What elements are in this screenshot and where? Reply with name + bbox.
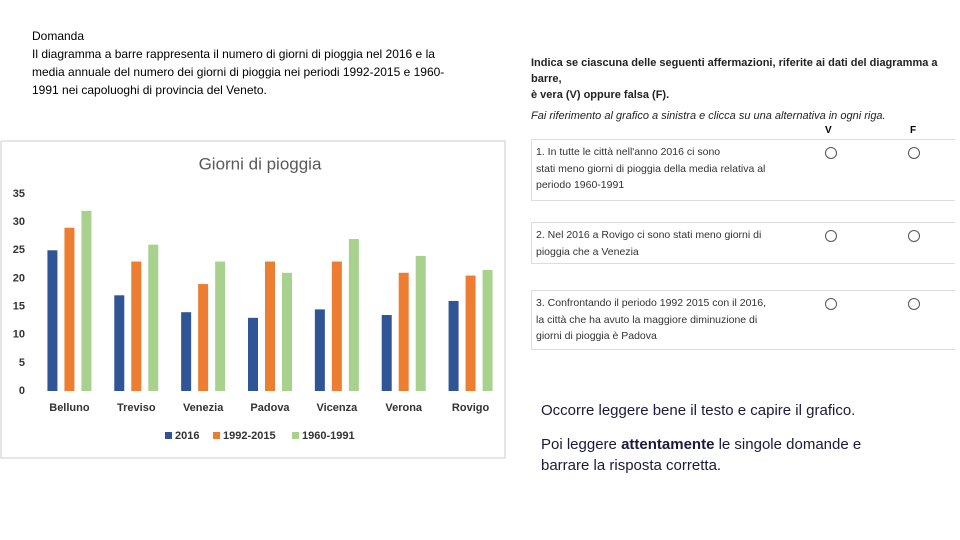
instruction-line: è vera (V) oppure falsa (F). [531,89,670,101]
radio-option[interactable] [908,147,920,159]
y-tick-label: 20 [13,272,25,284]
x-tick-label: Padova [250,402,290,414]
legend-swatch [292,432,299,439]
bar [64,227,75,391]
note: Occorre leggere bene il testo e capire i… [541,402,856,419]
x-tick-label: Verona [385,402,423,414]
question-line: 1. In tutte le città nell'anno 2016 ci s… [536,146,721,158]
radio-option[interactable] [825,230,837,242]
x-tick-label: Belluno [49,402,90,414]
bar [131,261,142,391]
y-tick-label: 25 [13,244,25,256]
bar [448,300,459,391]
legend-label: 2016 [175,430,199,442]
question-line: giorni di pioggia è Padova [536,330,657,342]
radio-option[interactable] [908,298,920,310]
y-tick-label: 5 [19,357,25,369]
bar [331,261,342,391]
legend-label: 1992-2015 [223,430,276,442]
quiz-header: Indica se ciascuna delle seguenti afferm… [531,55,956,122]
radio-option[interactable] [908,230,920,242]
bar [47,250,58,391]
column-v: V [825,125,832,136]
y-tick-label: 30 [13,216,25,228]
column-f: F [910,125,917,136]
x-tick-label: Treviso [117,402,156,414]
question-line: stati meno giorni di pioggia della media… [536,162,766,175]
bar [465,275,476,391]
bar [282,272,292,391]
bar [181,312,192,391]
question-text: 2. Nel 2016 a Rovigo ci sono stati meno … [536,227,761,260]
y-tick-label: 35 [13,188,25,200]
question-box: 1. In tutte le città nell'anno 2016 ci s… [531,139,955,201]
bar [114,295,125,391]
bar [215,261,226,391]
instruction-line: Indica se ciascuna delle seguenti afferm… [531,57,938,85]
bar [348,239,359,391]
header: Domanda Il diagramma a barre rappresenta… [32,27,444,99]
header-title: Domanda [32,29,85,43]
bar [415,255,426,391]
question-line: pioggia che a Venezia [536,245,639,258]
x-tick-label: Rovigo [452,402,490,414]
note: Poi leggere attentamente le singole doma… [541,434,861,476]
y-tick-label: 15 [13,300,25,312]
bar [248,317,258,391]
question-line: 3. Confrontando il periodo 1992 2015 con… [536,297,767,309]
legend-swatch [165,432,172,439]
chart: Giorni di pioggia 0 5 10 15 20 25 30 35 Belluno T… [0,140,506,459]
legend-swatch [213,432,220,439]
radio-option[interactable] [825,298,837,310]
bar [198,284,209,391]
instruction: Indica se ciascuna delle seguenti afferm… [531,55,956,103]
header-line: 1991 nei capoluoghi di provincia del Ven… [32,83,267,97]
question-box: 2. Nel 2016 a Rovigo ci sono stati meno … [531,222,955,264]
note-emphasis: attentamente [621,436,715,453]
question-line: 2. Nel 2016 a Rovigo ci sono stati meno … [536,229,762,241]
notes: Occorre leggere bene il testo e capire i… [541,400,861,476]
bar [381,315,392,391]
question-line: la città che ha avuto la maggiore diminu… [536,313,758,326]
legend-label: 1960-1991 [302,430,355,442]
bar [314,309,325,391]
note-text: Poi leggere [541,436,622,453]
radio-option[interactable] [825,147,837,159]
chart-title: Giorni di pioggia [199,154,322,173]
note-text: barrare la risposta corretta. [541,457,722,474]
header-line: Il diagramma a barre rappresenta il nume… [32,47,435,61]
question-line: periodo 1960-1991 [536,179,625,191]
bar [265,261,275,391]
bar [148,244,159,391]
x-tick-label: Vicenza [316,402,358,414]
y-tick-label: 0 [19,385,25,397]
x-tick-label: Venezia [183,402,224,414]
question-box: 3. Confrontando il periodo 1992 2015 con… [531,290,955,350]
note-text: le singole domande e [714,436,862,453]
bar [398,272,409,391]
header-line: media annuale del numero dei giorni di p… [32,65,445,79]
hint: Fai riferimento al grafico a sinistra e … [531,110,886,122]
y-tick-label: 10 [13,329,25,341]
question-text: 1. In tutte le città nell'anno 2016 ci s… [536,144,765,194]
bar [81,210,92,391]
question-text: 3. Confrontando il periodo 1992 2015 con… [536,295,766,345]
bar [482,269,493,391]
